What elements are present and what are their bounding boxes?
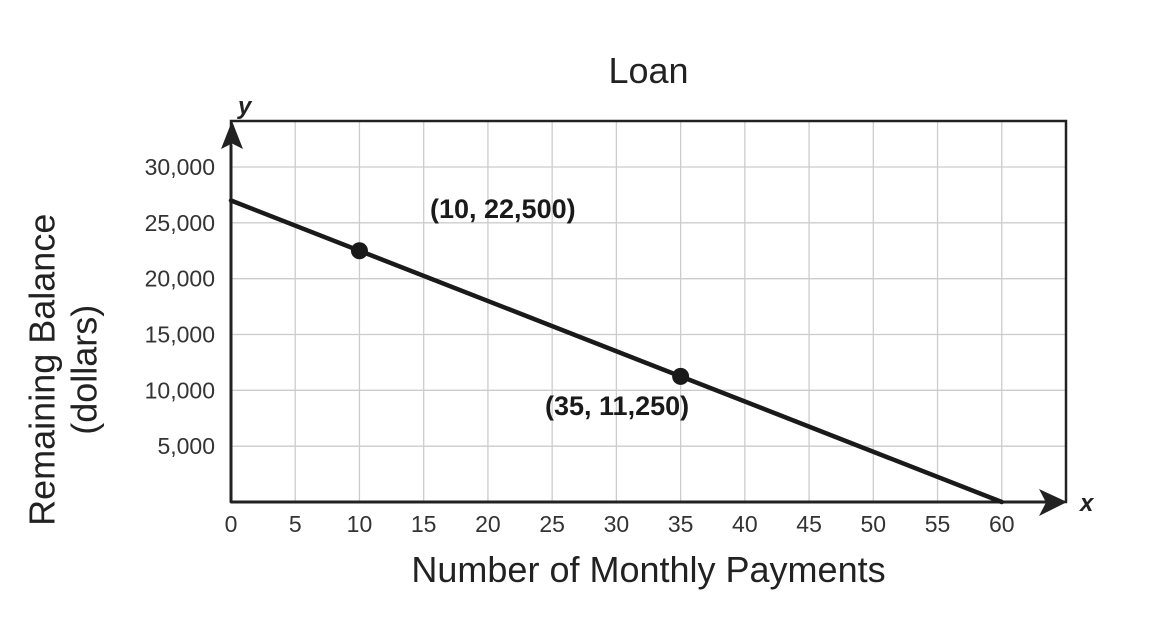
svg-text:40: 40 bbox=[732, 511, 758, 537]
svg-text:50: 50 bbox=[861, 511, 887, 537]
svg-text:20,000: 20,000 bbox=[145, 266, 215, 292]
svg-text:y: y bbox=[237, 93, 253, 120]
svg-text:60: 60 bbox=[989, 511, 1015, 537]
svg-text:x: x bbox=[1078, 490, 1095, 517]
svg-text:5,000: 5,000 bbox=[157, 433, 215, 459]
svg-text:5: 5 bbox=[289, 511, 302, 537]
svg-text:15: 15 bbox=[411, 511, 437, 537]
svg-text:15,000: 15,000 bbox=[145, 322, 215, 348]
svg-text:45: 45 bbox=[796, 511, 822, 537]
svg-text:25: 25 bbox=[539, 511, 565, 537]
svg-text:(10, 22,500): (10, 22,500) bbox=[430, 194, 576, 224]
svg-text:55: 55 bbox=[925, 511, 951, 537]
svg-text:(35, 11,250): (35, 11,250) bbox=[545, 391, 689, 421]
svg-text:20: 20 bbox=[475, 511, 501, 537]
svg-text:10: 10 bbox=[347, 511, 373, 537]
svg-text:30: 30 bbox=[604, 511, 630, 537]
svg-text:35: 35 bbox=[668, 511, 694, 537]
svg-text:25,000: 25,000 bbox=[145, 210, 215, 236]
svg-text:30,000: 30,000 bbox=[145, 154, 215, 180]
svg-text:0: 0 bbox=[225, 511, 238, 537]
svg-text:10,000: 10,000 bbox=[145, 377, 215, 403]
